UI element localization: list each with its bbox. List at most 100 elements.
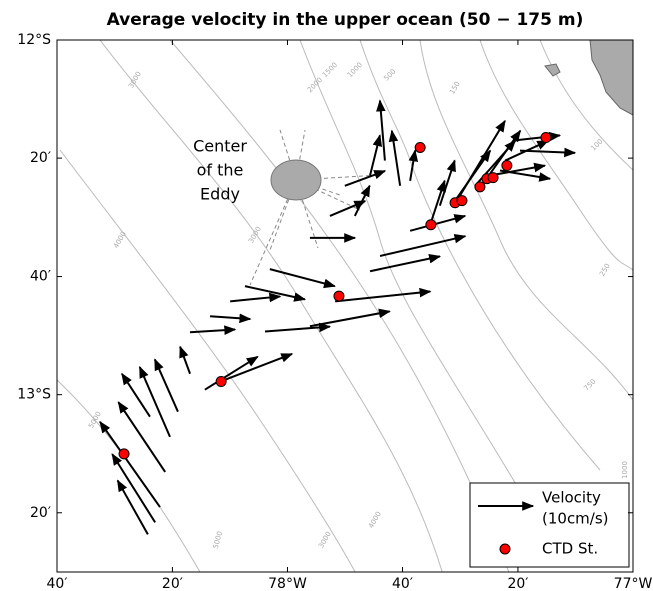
velocity-arrow: [428, 179, 446, 227]
eddy-center: [270, 159, 322, 201]
velocity-arrow: [409, 214, 467, 232]
contour-label: 1000: [346, 61, 364, 79]
velocity-arrow: [138, 365, 171, 438]
eddy-label-line: Center: [193, 137, 247, 156]
velocity-arrow: [519, 147, 577, 158]
velocity-arrow: [459, 119, 506, 197]
velocity-arrow: [408, 149, 419, 181]
x-tick-label: 40′: [47, 576, 68, 591]
velocity-arrow: [344, 169, 387, 187]
plot-frame: [56, 39, 634, 573]
velocity-arrow: [353, 184, 371, 217]
contour: [359, 40, 601, 471]
contour-label: 3000: [127, 70, 143, 89]
island: [544, 63, 561, 77]
eddy-label-line: Eddy: [200, 185, 240, 204]
contour-label: 150: [448, 80, 462, 96]
x-tick-label: 78°W: [268, 576, 307, 591]
velocity-arrow: [244, 285, 307, 302]
velocity-arrow: [189, 325, 237, 335]
velocity-arrow: [121, 372, 151, 418]
contour-label: 250: [598, 262, 612, 278]
velocity-arrow: [329, 200, 367, 217]
contour: [419, 40, 633, 401]
legend-label: (10cm/s): [542, 510, 609, 528]
legend-label: Velocity: [542, 489, 601, 507]
velocity-arrow: [379, 233, 467, 257]
contour-label: 4000: [112, 230, 128, 249]
ctd-station: [215, 376, 227, 388]
contour: [59, 149, 356, 572]
contour: [479, 40, 633, 271]
background-map: [57, 40, 633, 572]
velocity-arrow: [179, 345, 191, 375]
velocity-arrow: [335, 287, 432, 303]
contour-label: 1000: [621, 461, 629, 479]
legend-items: Velocity (10cm/s) CTD St.: [478, 489, 609, 558]
legend-label: CTD St.: [542, 540, 598, 558]
contour: [169, 40, 510, 572]
legend-marker: [499, 543, 511, 555]
velocity-arrow: [117, 401, 166, 473]
x-tick-label: 20′: [162, 576, 183, 591]
velocity-arrow: [204, 355, 259, 391]
velocity-arrow: [514, 131, 562, 142]
velocity-arrow: [376, 99, 386, 161]
x-tick-label: 20′: [507, 576, 528, 591]
y-tick-label: 20′: [30, 505, 51, 521]
contour-label: 750: [582, 377, 597, 392]
ctd-station: [487, 172, 499, 184]
velocity-arrow: [264, 322, 332, 333]
ctd-station: [474, 181, 486, 193]
velocity-arrow: [309, 308, 391, 328]
x-tick-label: 40′: [392, 576, 413, 591]
velocity-arrow: [111, 453, 156, 523]
velocity-arrow: [224, 352, 294, 381]
legend: [469, 482, 630, 568]
velocity-arrow: [369, 253, 442, 273]
ctd-station: [540, 132, 552, 144]
y-tick-label: 13°S: [17, 387, 51, 403]
ctd-station: [333, 290, 345, 302]
land: [589, 40, 633, 116]
contour-label: 2000: [306, 76, 324, 94]
velocity-arrow: [499, 169, 552, 182]
ctd-station: [118, 448, 130, 460]
contour-label: 5000: [212, 530, 224, 549]
velocity-arrow: [116, 479, 149, 535]
contour: [299, 40, 561, 561]
eddy-label: Center of the Eddy: [193, 137, 247, 204]
ctd-station: [414, 141, 426, 153]
chart-title: Average velocity in the upper ocean (50 …: [107, 10, 584, 30]
contour-label: 1500: [321, 61, 339, 79]
velocity-arrow: [369, 134, 383, 176]
contour: [539, 40, 633, 171]
eddy-rays: [249, 129, 381, 286]
contour-label: 100: [589, 137, 604, 152]
y-tick-label: 12°S: [17, 32, 51, 48]
velocity-arrow: [153, 358, 179, 413]
velocity-arrow: [388, 129, 402, 186]
velocity-arrow: [484, 129, 522, 182]
contour-label: 4000: [367, 510, 383, 529]
velocity-arrow: [230, 292, 282, 303]
contour-label: 3000: [247, 225, 263, 244]
contour-label: 3000: [317, 530, 333, 549]
velocity-arrow: [489, 162, 547, 177]
ctd-station: [501, 160, 513, 172]
ctd-station: [456, 195, 468, 207]
velocity-arrow: [269, 268, 336, 289]
eddy-label-line: of the: [197, 161, 244, 180]
velocity-arrow: [210, 313, 252, 324]
y-tick-label: 20′: [30, 150, 51, 166]
ctd-station: [425, 219, 437, 231]
contour-label: 500: [382, 67, 397, 82]
velocity-arrow: [99, 420, 161, 508]
x-tick-label: 77°W: [614, 576, 653, 591]
velocity-arrow: [438, 159, 456, 206]
y-tick-label: 40′: [30, 269, 51, 285]
contour: [57, 379, 201, 572]
contour: [99, 40, 443, 572]
